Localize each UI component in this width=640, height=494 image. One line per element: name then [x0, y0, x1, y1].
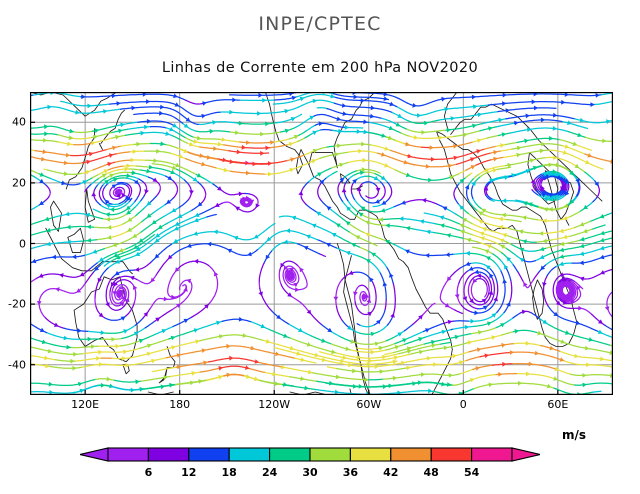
colorbar-tick-42: 42	[383, 466, 399, 479]
colorbar	[80, 443, 540, 467]
x-axis-tick-2: 120W	[258, 398, 291, 411]
institution-title: INPE/CPTEC	[258, 13, 382, 35]
x-axis-tick-5: 60E	[547, 398, 569, 411]
page-title: Linhas de Corrente em 200 hPa NOV2020	[161, 60, 479, 76]
colorbar-tick-24: 24	[261, 466, 278, 479]
x-axis-tick-1: 180	[169, 398, 191, 411]
y-axis-tick-4: -40	[8, 358, 26, 372]
y-axis-tick-3: -20	[8, 297, 26, 311]
streamline-plot	[30, 92, 613, 395]
colorbar-tick-48: 48	[423, 466, 439, 479]
colorbar-tick-12: 12	[181, 466, 197, 479]
y-axis-tick-2: 0	[19, 237, 26, 250]
plot-canvas	[30, 92, 613, 395]
x-axis-tick-4: 0	[459, 398, 467, 411]
x-axis-tick-0: 120E	[71, 398, 100, 411]
colorbar-tick-30: 30	[302, 466, 318, 479]
y-axis-tick-0: 40	[12, 115, 26, 129]
colorbar-tick-6: 6	[144, 466, 153, 479]
colorbar-tick-36: 36	[342, 466, 359, 479]
streamline-layer	[30, 92, 613, 395]
y-axis-tick-1: 20	[12, 176, 26, 190]
tick-marks	[30, 121, 559, 395]
colorbar-tick-18: 18	[221, 466, 237, 479]
colorbar-tick-54: 54	[463, 466, 480, 479]
colorbar-canvas	[80, 447, 540, 462]
units-label: m/s	[562, 428, 587, 442]
x-axis-tick-3: 60W	[356, 398, 382, 411]
